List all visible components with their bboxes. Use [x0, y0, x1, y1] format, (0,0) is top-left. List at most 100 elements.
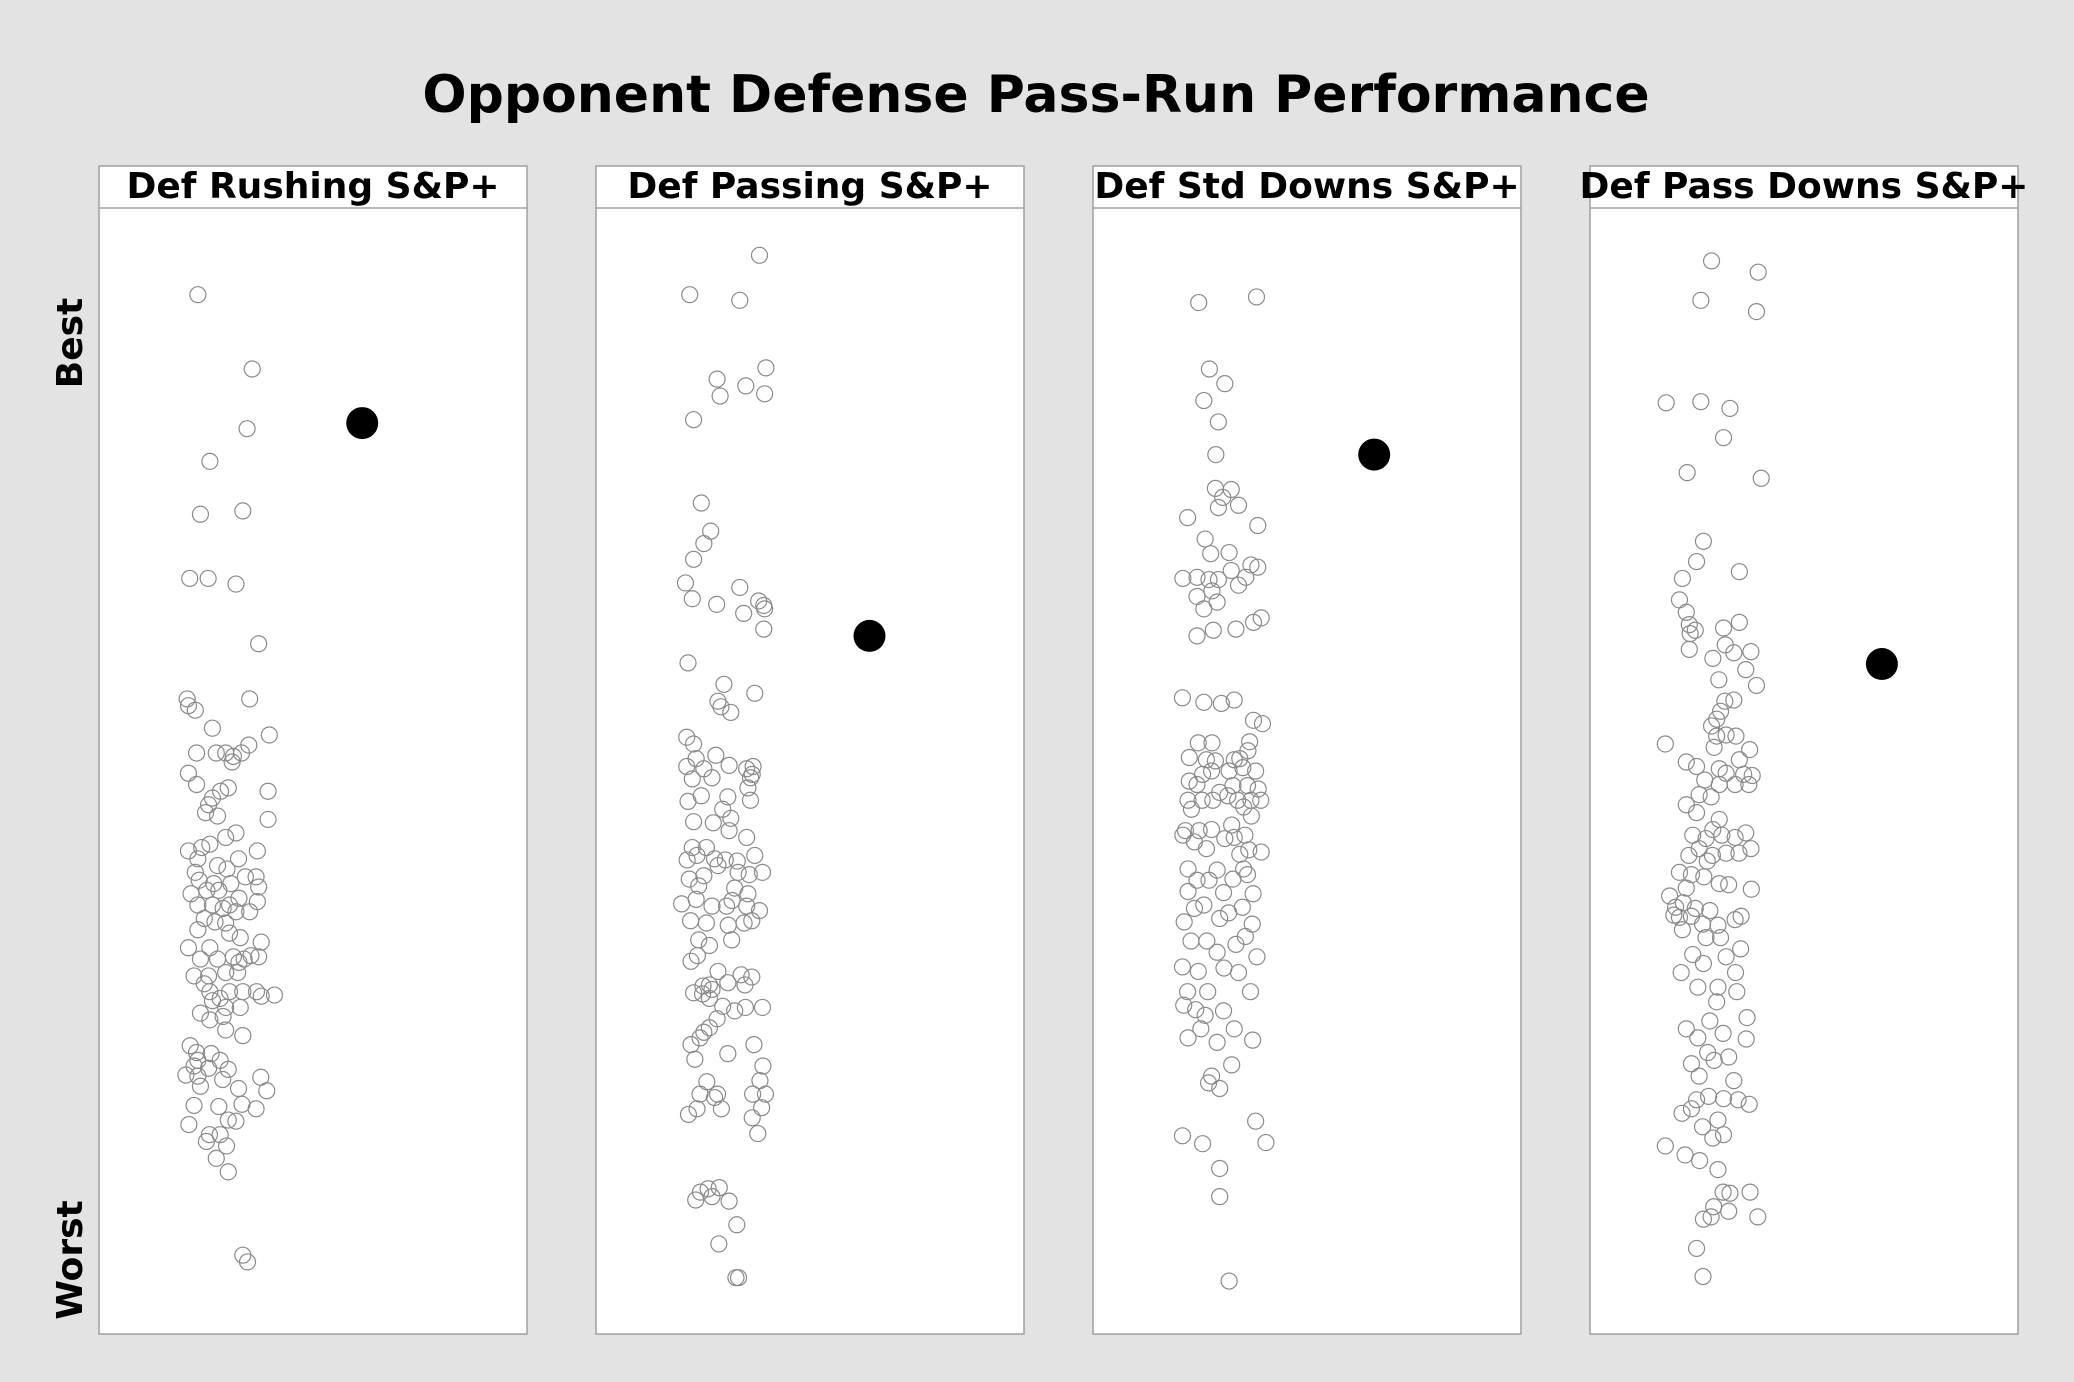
data-point — [750, 592, 768, 610]
data-point — [210, 881, 228, 899]
data-point — [1720, 1048, 1738, 1066]
data-point — [679, 1105, 698, 1124]
data-point — [199, 796, 218, 814]
data-point — [1222, 561, 1240, 580]
data-point — [754, 1057, 772, 1075]
data-point — [1203, 734, 1221, 752]
data-point — [1248, 948, 1266, 966]
data-point — [1673, 1104, 1691, 1122]
data-point — [191, 505, 210, 523]
data-point — [243, 360, 261, 378]
data-point — [189, 286, 207, 304]
data-point — [187, 744, 206, 762]
data-point — [678, 728, 696, 746]
data-point — [1740, 775, 1758, 794]
data-point — [1231, 750, 1249, 768]
data-point — [1173, 1127, 1192, 1145]
data-point — [234, 1246, 252, 1264]
data-point — [722, 809, 740, 827]
data-point — [214, 1007, 232, 1026]
data-point — [1211, 909, 1229, 928]
data-point — [1730, 613, 1748, 631]
data-point — [1197, 840, 1216, 858]
data-point — [711, 387, 729, 405]
data-point — [1694, 1267, 1712, 1286]
data-point — [1672, 963, 1690, 982]
data-point — [1729, 1091, 1747, 1109]
data-point — [1229, 496, 1248, 514]
data-point — [224, 747, 242, 765]
data-point — [238, 420, 256, 438]
data-point — [1211, 1159, 1229, 1178]
data-point — [1697, 929, 1715, 947]
data-point — [1240, 841, 1258, 859]
data-point — [1208, 943, 1226, 961]
data-point — [201, 452, 219, 470]
data-point — [1742, 840, 1760, 858]
data-point — [1196, 530, 1214, 548]
data-point — [1743, 766, 1761, 785]
data-point — [236, 868, 254, 886]
data-point — [199, 569, 217, 588]
data-point — [206, 913, 224, 931]
data-point — [1717, 844, 1735, 862]
data-point — [683, 770, 701, 788]
data-point — [1253, 715, 1272, 733]
data-point — [1673, 921, 1692, 939]
data-point — [180, 1115, 198, 1134]
data-point — [1689, 1029, 1707, 1047]
data-point — [746, 846, 764, 865]
panel-4: Def Pass Downs S&P+ — [1580, 165, 2028, 1335]
data-point — [1193, 1135, 1212, 1153]
data-point — [1214, 1002, 1233, 1020]
data-point — [1227, 620, 1245, 638]
data-point — [1687, 552, 1706, 571]
data-point — [1202, 545, 1220, 563]
data-point — [1670, 908, 1689, 926]
data-point — [736, 976, 754, 994]
data-point — [201, 1011, 219, 1029]
data-point — [1223, 816, 1241, 834]
data-point — [690, 877, 708, 895]
data-point — [1682, 1100, 1701, 1118]
data-point — [683, 590, 701, 608]
data-point — [1738, 1008, 1756, 1027]
data-point — [1689, 978, 1707, 996]
data-point — [1189, 734, 1207, 752]
data-point — [248, 842, 266, 860]
data-point — [189, 921, 207, 939]
data-point — [1709, 916, 1727, 934]
data-point — [1714, 1183, 1732, 1201]
data-point — [178, 690, 196, 708]
data-point — [736, 998, 754, 1017]
data-point — [1220, 904, 1238, 922]
data-point — [741, 769, 760, 787]
data-point — [1709, 978, 1727, 996]
data-point — [1721, 399, 1739, 418]
data-point — [1752, 469, 1770, 487]
data-point — [1175, 996, 1193, 1014]
data-point — [717, 897, 736, 915]
data-point — [1252, 791, 1270, 809]
data-point — [676, 574, 695, 592]
data-point — [710, 1235, 728, 1253]
data-point — [695, 534, 713, 553]
data-point — [217, 1137, 236, 1155]
data-point — [726, 1002, 744, 1020]
data-point — [695, 1023, 713, 1041]
data-point — [1676, 1146, 1694, 1164]
data-point — [687, 890, 705, 908]
data-point — [1247, 288, 1266, 306]
data-point — [217, 963, 235, 982]
data-point — [1737, 661, 1755, 679]
data-point — [695, 867, 713, 885]
data-point — [1188, 775, 1206, 794]
data-point — [241, 903, 259, 921]
data-point — [1708, 710, 1726, 728]
data-point — [1720, 876, 1738, 894]
data-point — [703, 897, 721, 915]
data-point — [1234, 759, 1252, 777]
data-point — [191, 1077, 210, 1095]
data-point — [1680, 846, 1698, 865]
data-point — [1202, 762, 1221, 780]
